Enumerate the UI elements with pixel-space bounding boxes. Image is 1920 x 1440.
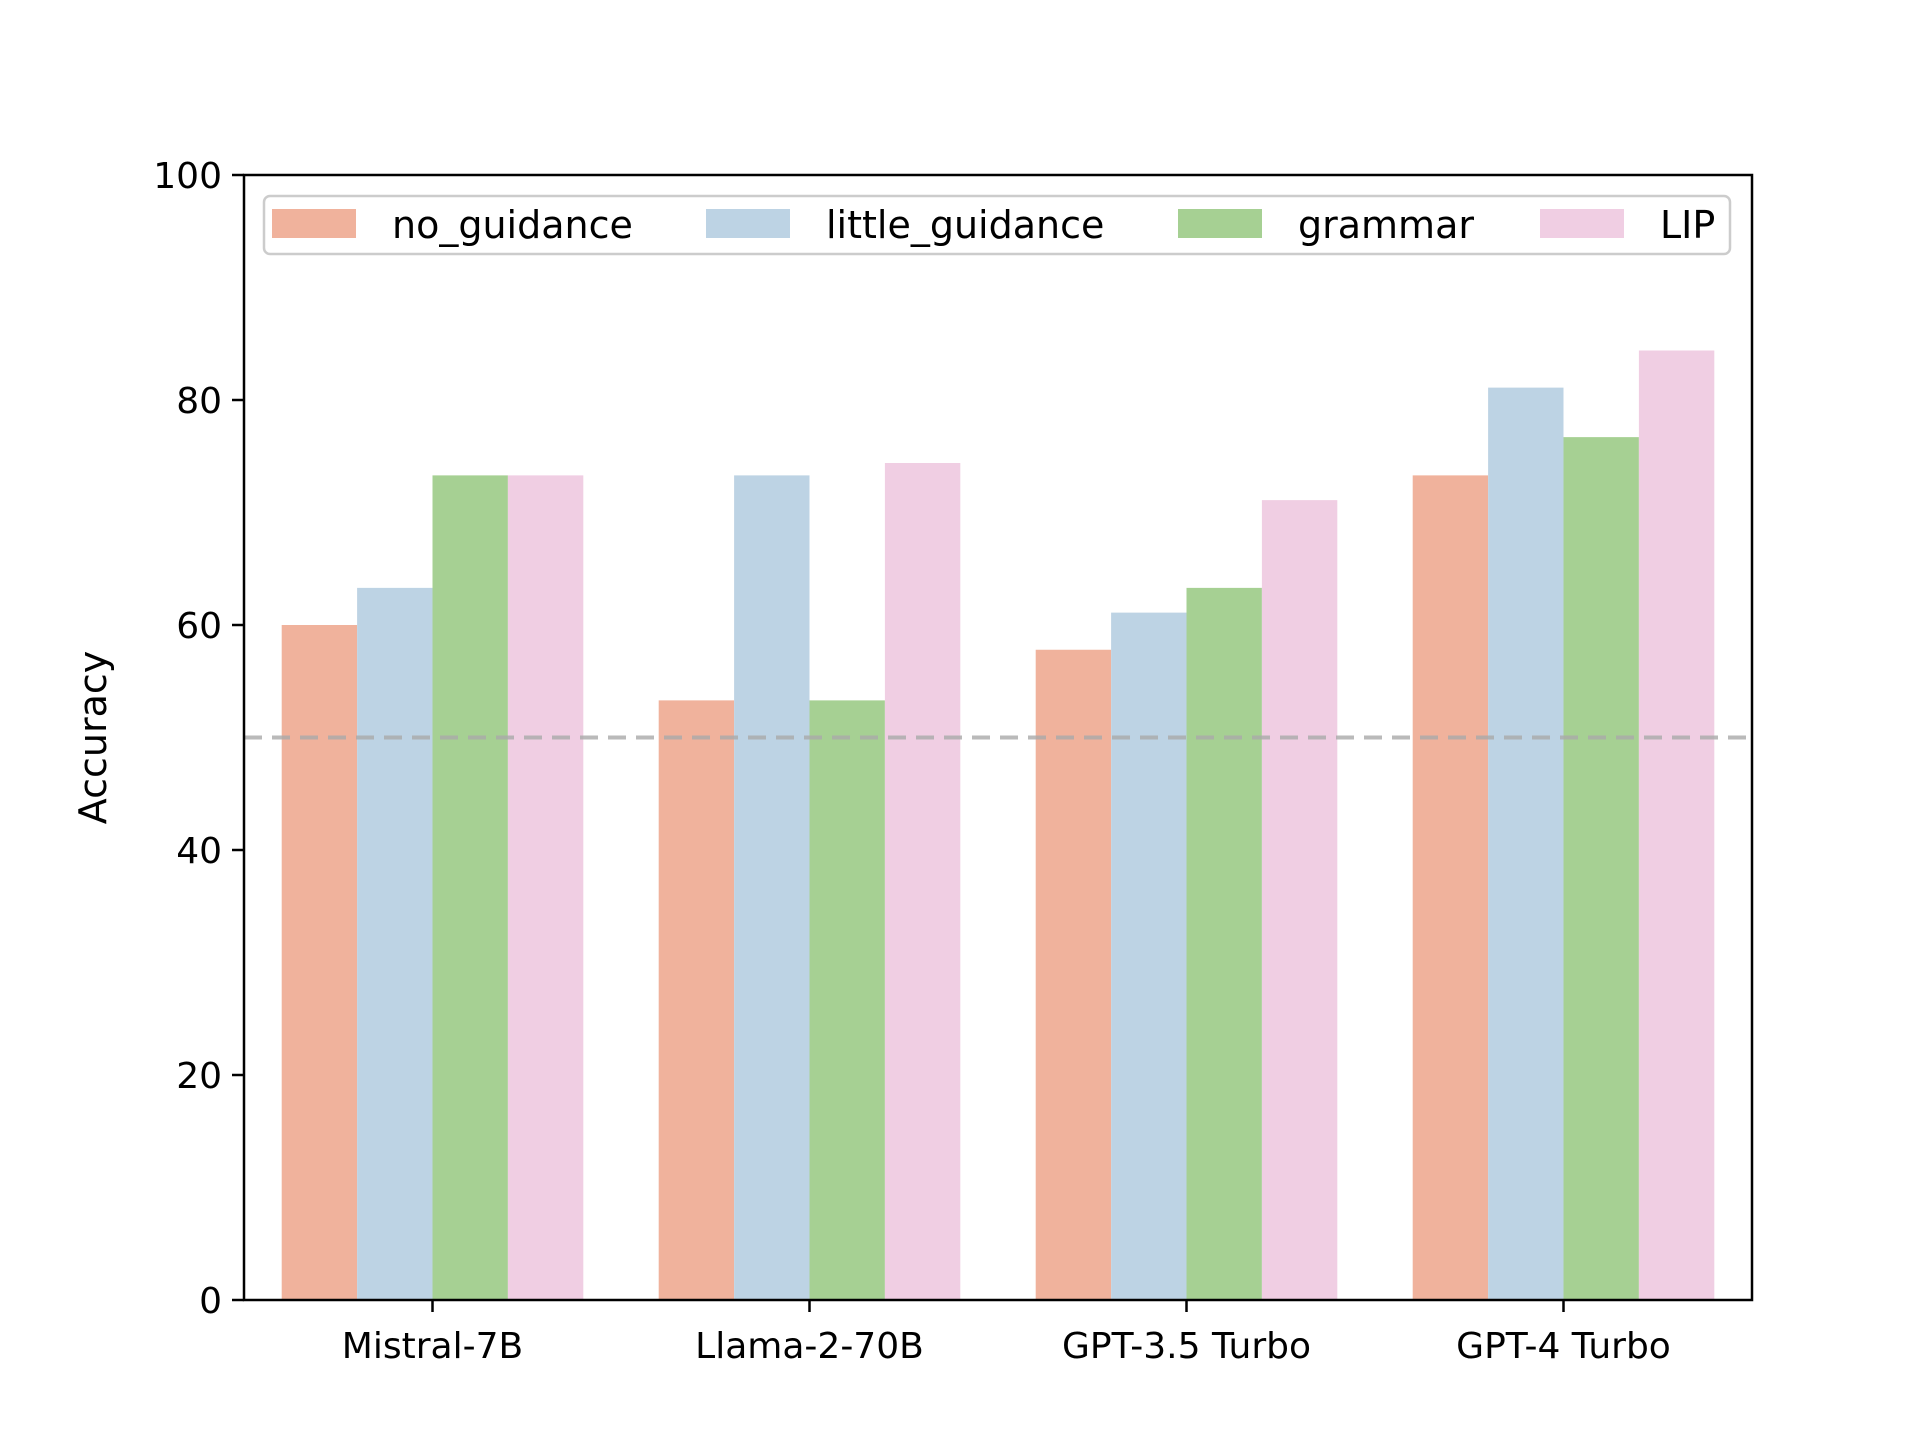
- legend: no_guidance little_guidance grammar LIP: [262, 194, 1732, 256]
- bar-grammar-gpt-4-turbo: [1563, 437, 1639, 1300]
- y-tick-label: 20: [176, 1056, 222, 1097]
- x-tick-label: Mistral-7B: [342, 1326, 523, 1367]
- bar-grammar-llama-2-70b: [809, 700, 885, 1300]
- bar-no_guidance-gpt-3-5-turbo: [1035, 649, 1112, 1300]
- x-tick-label: Llama-2-70B: [695, 1326, 924, 1367]
- legend-swatch-no_guidance: [272, 209, 356, 238]
- legend-frame: [262, 194, 1732, 256]
- legend-swatch-LIP: [1540, 209, 1624, 238]
- bar-no_guidance-mistral-7b: [281, 625, 358, 1300]
- legend-label-little_guidance: little_guidance: [826, 203, 1104, 247]
- bar-LIP-gpt-3-5-turbo: [1261, 500, 1338, 1300]
- plot-frame: [242, 173, 1754, 1302]
- bar-little_guidance-mistral-7b: [357, 587, 433, 1300]
- bar-no_guidance-llama-2-70b: [658, 700, 735, 1300]
- y-tick-label: 40: [176, 831, 222, 872]
- bar-LIP-gpt-4-turbo: [1638, 350, 1715, 1300]
- bar-no_guidance-gpt-4-turbo: [1412, 475, 1489, 1300]
- legend-label-LIP: LIP: [1660, 203, 1715, 247]
- y-axis-label: Accuracy: [71, 651, 115, 825]
- bar-little_guidance-llama-2-70b: [734, 475, 810, 1300]
- legend-swatch-grammar: [1178, 209, 1262, 238]
- y-tick-label: 0: [199, 1281, 222, 1322]
- legend-label-no_guidance: no_guidance: [392, 203, 633, 247]
- y-tick-label: 60: [176, 606, 222, 647]
- y-tick-label: 100: [153, 156, 222, 197]
- bar-little_guidance-gpt-4-turbo: [1488, 387, 1564, 1300]
- bar-LIP-llama-2-70b: [884, 463, 961, 1300]
- x-axis: Mistral-7B Llama-2-70B GPT-3.5 Turbo GPT-4 …: [342, 1300, 1671, 1367]
- bar-grammar-gpt-3-5-turbo: [1186, 587, 1262, 1300]
- legend-label-grammar: grammar: [1298, 203, 1474, 247]
- y-axis: 0 20 40 60 80 100: [153, 156, 244, 1322]
- bar-grammar-mistral-7b: [432, 475, 508, 1300]
- legend-swatch-little_guidance: [706, 209, 790, 238]
- x-tick-label: GPT-3.5 Turbo: [1062, 1326, 1311, 1367]
- bar-LIP-mistral-7b: [507, 475, 584, 1300]
- x-tick-label: GPT-4 Turbo: [1456, 1326, 1671, 1367]
- y-tick-label: 80: [176, 381, 222, 422]
- bar-little_guidance-gpt-3-5-turbo: [1111, 612, 1187, 1300]
